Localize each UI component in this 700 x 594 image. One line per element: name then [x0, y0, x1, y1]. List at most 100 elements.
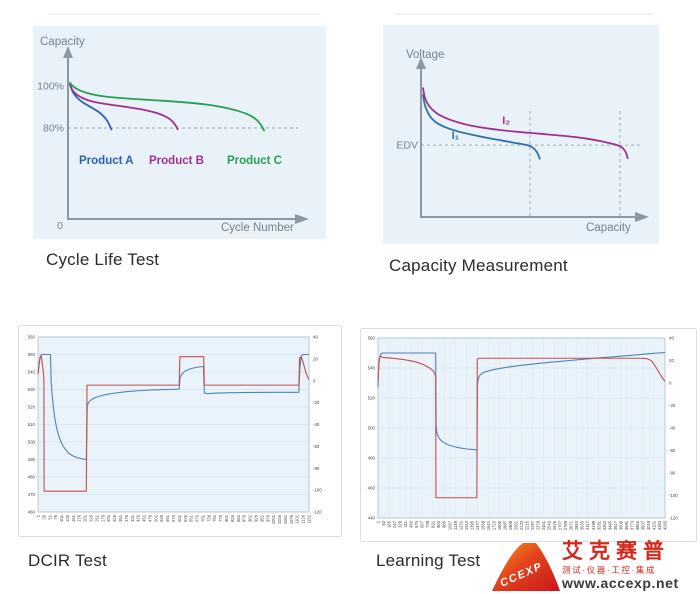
svg-text:951: 951 — [259, 514, 264, 522]
svg-text:3035: 3035 — [580, 520, 585, 530]
svg-text:540: 540 — [368, 366, 376, 371]
svg-text:176: 176 — [77, 514, 82, 522]
svg-text:-100: -100 — [313, 488, 322, 493]
svg-text:-120: -120 — [313, 510, 322, 515]
svg-text:493: 493 — [409, 520, 414, 528]
svg-text:40: 40 — [669, 336, 674, 341]
svg-text:2625: 2625 — [552, 520, 557, 530]
svg-text:550: 550 — [28, 352, 36, 357]
logo-a-monogram-icon: CCEXP — [492, 543, 560, 591]
svg-text:526: 526 — [159, 514, 164, 522]
svg-text:101: 101 — [59, 514, 64, 522]
svg-text:1126: 1126 — [301, 514, 306, 524]
svg-text:426: 426 — [136, 514, 141, 522]
svg-text:826: 826 — [230, 514, 235, 522]
svg-text:560: 560 — [28, 335, 36, 340]
svg-text:1559: 1559 — [480, 520, 485, 530]
svg-text:560: 560 — [368, 336, 376, 341]
svg-text:-80: -80 — [313, 466, 320, 471]
svg-text:2707: 2707 — [558, 520, 563, 530]
svg-text:376: 376 — [124, 514, 129, 522]
svg-text:126: 126 — [65, 514, 70, 522]
svg-text:Cycle Number: Cycle Number — [221, 222, 294, 234]
svg-text:1313: 1313 — [464, 520, 469, 530]
svg-text:-40: -40 — [313, 422, 320, 427]
svg-text:751: 751 — [212, 514, 217, 522]
svg-text:2215: 2215 — [525, 520, 530, 530]
svg-text:3199: 3199 — [591, 520, 596, 530]
svg-text:926: 926 — [253, 514, 258, 522]
svg-text:326: 326 — [112, 514, 117, 522]
svg-text:1969: 1969 — [508, 520, 513, 530]
logo-url: www.accexp.net — [562, 575, 679, 591]
svg-text:651: 651 — [189, 514, 194, 522]
svg-text:2543: 2543 — [547, 520, 552, 530]
svg-text:626: 626 — [183, 514, 188, 522]
svg-text:3117: 3117 — [585, 520, 590, 530]
svg-text:500: 500 — [368, 426, 376, 431]
svg-text:2297: 2297 — [530, 520, 535, 530]
svg-text:1477: 1477 — [475, 520, 480, 530]
svg-text:2379: 2379 — [536, 520, 541, 530]
svg-text:165: 165 — [387, 520, 392, 528]
svg-text:-60: -60 — [313, 444, 320, 449]
svg-text:329: 329 — [398, 520, 403, 528]
learning-caption: Learning Test — [376, 551, 481, 570]
svg-text:576: 576 — [171, 514, 176, 522]
svg-text:976: 976 — [265, 514, 270, 522]
svg-text:Product B: Product B — [149, 155, 204, 167]
dcir-caption: DCIR Test — [28, 551, 107, 570]
svg-text:2953: 2953 — [574, 520, 579, 530]
svg-text:201: 201 — [83, 514, 88, 522]
svg-text:0: 0 — [313, 378, 316, 383]
svg-text:501: 501 — [153, 514, 158, 522]
svg-text:701: 701 — [200, 514, 205, 522]
svg-text:-80: -80 — [669, 471, 676, 476]
svg-text:411: 411 — [403, 520, 408, 527]
svg-text:1: 1 — [376, 520, 381, 523]
svg-text:1231: 1231 — [458, 520, 463, 530]
svg-text:1076: 1076 — [289, 514, 294, 524]
logo-text-block: 艾克赛普 测试·仪器·工控·集成 www.accexp.net — [562, 540, 700, 591]
svg-text:83: 83 — [381, 520, 386, 525]
svg-text:2871: 2871 — [569, 520, 574, 530]
svg-text:Product C: Product C — [227, 155, 282, 167]
svg-text:3937: 3937 — [640, 520, 645, 530]
svg-text:1723: 1723 — [491, 520, 496, 530]
svg-text:20: 20 — [669, 358, 674, 363]
svg-text:-120: -120 — [669, 516, 678, 521]
svg-text:0: 0 — [57, 220, 63, 232]
svg-text:520: 520 — [28, 405, 36, 410]
svg-text:657: 657 — [420, 520, 425, 528]
svg-text:530: 530 — [28, 387, 36, 392]
svg-text:480: 480 — [368, 456, 376, 461]
svg-text:476: 476 — [147, 514, 152, 522]
svg-text:-100: -100 — [669, 493, 678, 498]
svg-text:I₁: I₁ — [452, 130, 460, 142]
svg-text:1149: 1149 — [453, 520, 458, 530]
svg-text:51: 51 — [47, 514, 52, 519]
svg-text:801: 801 — [224, 514, 229, 522]
svg-text:3363: 3363 — [602, 520, 607, 530]
svg-text:575: 575 — [414, 520, 419, 528]
svg-text:1151: 1151 — [307, 514, 312, 524]
svg-text:510: 510 — [28, 422, 36, 427]
svg-text:2789: 2789 — [563, 520, 568, 530]
svg-text:1051: 1051 — [283, 514, 288, 524]
logo-tagline: 测试·仪器·工控·集成 — [562, 565, 657, 575]
svg-text:1641: 1641 — [486, 520, 491, 530]
svg-text:3445: 3445 — [607, 520, 612, 530]
svg-text:726: 726 — [206, 514, 211, 522]
svg-text:4101: 4101 — [651, 520, 656, 530]
svg-text:-40: -40 — [669, 426, 676, 431]
svg-text:440: 440 — [368, 516, 376, 521]
svg-text:480: 480 — [28, 475, 36, 480]
svg-text:3609: 3609 — [618, 520, 623, 530]
svg-text:1067: 1067 — [447, 520, 452, 530]
svg-text:1026: 1026 — [277, 514, 282, 524]
cycle-life-chart: Capacity Cycle Number 100% 80% 0 Product A Pro… — [37, 36, 309, 234]
svg-text:40: 40 — [313, 335, 318, 340]
capacity-measurement-panel: I₁ I₂ Voltage Capacity EDV — [383, 25, 659, 244]
svg-text:851: 851 — [236, 514, 241, 522]
svg-text:4265: 4265 — [663, 520, 668, 530]
